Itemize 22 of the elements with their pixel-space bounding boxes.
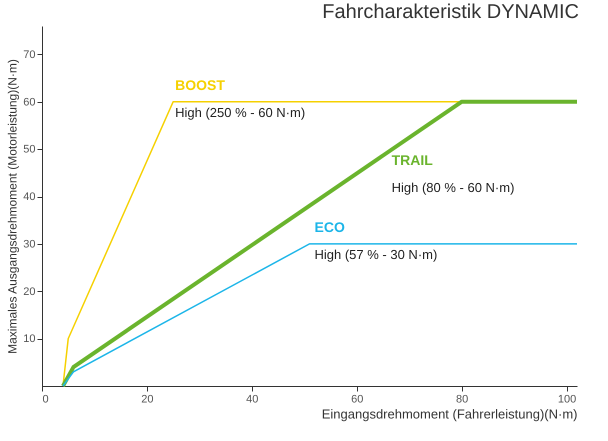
x-tick-label: 80	[456, 394, 468, 406]
x-axis-title: Eingangsdrehmoment (Fahrerleistung)(N·m)	[322, 406, 578, 422]
x-tick-label: 40	[246, 394, 258, 406]
series-label: ECO	[314, 218, 345, 235]
x-tick-label: 60	[351, 394, 364, 406]
series-label: BOOST	[175, 76, 226, 93]
annotation: High (250 % - 60 N·m)	[175, 104, 306, 120]
y-tick-label: 10	[23, 333, 36, 346]
y-tick-label: 40	[23, 191, 36, 204]
y-tick-label: 50	[23, 144, 36, 156]
x-tick-label: 100	[558, 394, 576, 406]
x-tick-label: 20	[141, 394, 154, 406]
annotation: High (57 % - 30 N·m)	[314, 246, 438, 262]
y-tick-label: 60	[23, 96, 36, 108]
x-tick-label: 0	[42, 394, 49, 406]
y-tick-label: 70	[23, 48, 36, 61]
chart-title: Fahrcharakteristik DYNAMIC	[322, 1, 579, 23]
y-axis-title: Maximales Ausgangsdrehmoment (Motorleistung)(N·m)	[5, 59, 20, 354]
series-label: TRAIL	[392, 152, 434, 168]
y-tick-label: 20	[23, 286, 36, 298]
annotation: High (80 % - 60 N·m)	[392, 180, 514, 195]
y-tick-label: 30	[23, 238, 36, 250]
